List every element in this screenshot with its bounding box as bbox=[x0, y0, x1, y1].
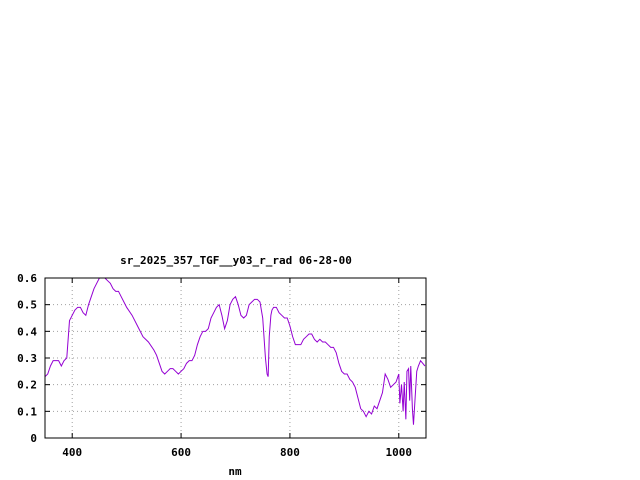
x-tick-label: 600 bbox=[171, 446, 191, 459]
x-tick-label: 400 bbox=[62, 446, 82, 459]
grid-lines bbox=[45, 278, 426, 438]
series-line bbox=[44, 277, 426, 425]
y-tick-label: 0.1 bbox=[17, 405, 37, 418]
chart-title: sr_2025_357_TGF__y03_r_rad 06-28-00 bbox=[120, 254, 352, 267]
y-tick-label: 0.2 bbox=[17, 379, 37, 392]
x-axis-label: nm bbox=[228, 465, 242, 478]
y-tick-label: 0.3 bbox=[17, 352, 37, 365]
y-tick-label: 0.5 bbox=[17, 299, 37, 312]
y-tick-label: 0.6 bbox=[17, 272, 37, 285]
axis-ticks bbox=[45, 277, 426, 439]
y-tick-label: 0 bbox=[30, 432, 37, 445]
x-tick-label: 800 bbox=[280, 446, 300, 459]
x-tick-label: 1000 bbox=[386, 446, 413, 459]
axis-tick-labels: 400 600 800 1000 0 0.1 0.2 0.3 0.4 0.5 0.6 bbox=[17, 272, 412, 459]
plot-area-border bbox=[44, 277, 427, 439]
y-tick-label: 0.4 bbox=[17, 325, 37, 338]
